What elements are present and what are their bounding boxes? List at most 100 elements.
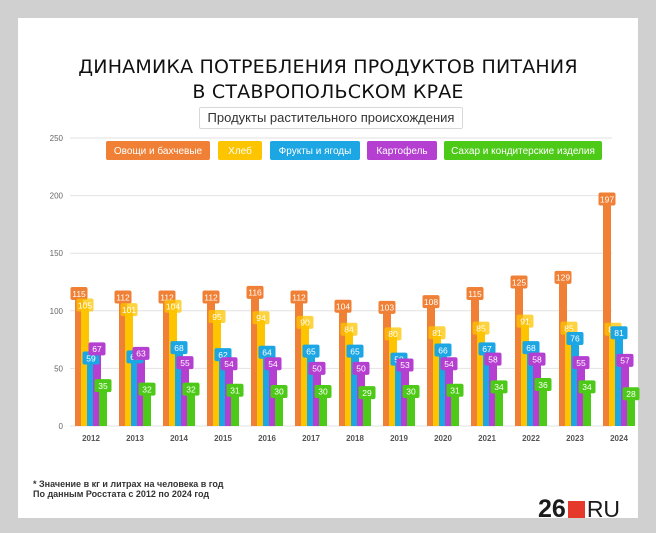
bar: [439, 349, 447, 426]
bar: [219, 354, 227, 426]
y-tick-label: 200: [50, 192, 64, 201]
data-label-box: [396, 358, 414, 372]
data-label: 55: [576, 358, 586, 368]
chart-title-line2: В СТАВРОПОЛЬСКОМ КРАЕ: [192, 81, 464, 103]
data-label-box: [170, 341, 188, 355]
data-label: 32: [186, 384, 196, 394]
legend-label: Хлеб: [228, 145, 252, 157]
data-label: 68: [526, 343, 536, 353]
data-label: 112: [204, 292, 218, 302]
bar: [627, 393, 635, 426]
data-label-box: [246, 285, 264, 299]
legend-label: Овощи и бахчевые: [114, 145, 203, 157]
data-label-box: [490, 380, 508, 394]
data-label-box: [70, 287, 88, 301]
bar: [251, 292, 259, 426]
data-label-box: [176, 356, 194, 370]
footnote-units: * Значение в кг и литрах на человека в г…: [33, 479, 224, 489]
data-label: 115: [72, 289, 86, 299]
data-label: 85: [476, 323, 486, 333]
data-label: 116: [248, 288, 262, 298]
x-tick-label: 2012: [82, 434, 100, 443]
data-label: 108: [424, 297, 438, 307]
data-label: 81: [614, 328, 624, 338]
data-label-box: [308, 361, 326, 375]
data-label-box: [358, 386, 376, 400]
data-label: 65: [350, 346, 360, 356]
data-label: 66: [438, 345, 448, 355]
data-label-box: [132, 346, 150, 360]
bar: [539, 384, 547, 426]
data-label-box: [252, 311, 270, 325]
data-label: 35: [98, 381, 108, 391]
bar: [433, 332, 441, 426]
data-label: 36: [538, 380, 548, 390]
data-label-box: [472, 321, 490, 335]
bar: [169, 306, 177, 426]
bar: [577, 362, 585, 426]
data-label-box: [534, 378, 552, 392]
bar: [615, 332, 623, 426]
site-logo[interactable]: 26 RU: [538, 495, 620, 524]
x-tick-label: 2013: [126, 434, 144, 443]
x-tick-label: 2019: [390, 434, 408, 443]
data-label: 63: [136, 349, 146, 359]
data-label: 34: [582, 382, 592, 392]
data-label-box: [528, 352, 546, 366]
bar: [75, 293, 83, 426]
chart-card: [18, 18, 638, 518]
data-label-box: [510, 275, 528, 289]
bar: [263, 352, 271, 426]
bar: [363, 392, 371, 426]
data-label: 54: [224, 359, 234, 369]
x-tick-label: 2021: [478, 434, 496, 443]
bar: [131, 356, 139, 426]
data-label: 31: [450, 386, 460, 396]
data-label-box: [94, 379, 112, 393]
data-label: 105: [78, 300, 92, 310]
data-label-box: [466, 287, 484, 301]
data-label: 104: [166, 301, 180, 311]
bar: [163, 296, 171, 426]
data-label-box: [384, 327, 402, 341]
data-label-box: [270, 384, 288, 398]
bar: [515, 282, 523, 426]
bar: [395, 359, 403, 426]
data-label-box: [120, 303, 138, 317]
data-label: 65: [306, 346, 316, 356]
data-label: 90: [300, 318, 310, 328]
data-label: 112: [116, 292, 130, 302]
logo-suffix: RU: [586, 496, 621, 522]
y-tick-label: 50: [54, 364, 63, 373]
data-label-box: [598, 192, 616, 206]
bar: [187, 389, 195, 426]
data-label-box: [114, 290, 132, 304]
data-label: 112: [160, 292, 174, 302]
data-label: 115: [468, 289, 482, 299]
data-label-box: [258, 345, 276, 359]
legend-label: Сахар и кондитерские изделия: [451, 146, 595, 157]
bar: [125, 309, 133, 426]
data-label-box: [478, 342, 496, 356]
data-label-box: [428, 326, 446, 340]
data-label: 59: [86, 353, 96, 363]
data-label-box: [560, 321, 578, 335]
bar: [119, 296, 127, 426]
data-label: 54: [268, 359, 278, 369]
data-label: 112: [292, 292, 306, 302]
data-label: 34: [494, 382, 504, 392]
data-label-box: [290, 290, 308, 304]
data-label: 30: [318, 387, 328, 397]
bar: [471, 293, 479, 426]
data-label-box: [566, 331, 584, 345]
data-label-box: [554, 270, 572, 284]
bar: [477, 328, 485, 426]
data-label: 50: [312, 364, 322, 374]
footnote: * Значение в кг и литрах на человека в г…: [33, 479, 224, 499]
legend-label: Фрукты и ягоды: [279, 146, 352, 157]
y-tick-label: 150: [50, 249, 64, 258]
footnote-source: По данным Росстата с 2012 по 2024 год: [33, 489, 210, 499]
x-tick-label: 2017: [302, 434, 320, 443]
bar: [87, 358, 95, 426]
data-label-box: [182, 382, 200, 396]
